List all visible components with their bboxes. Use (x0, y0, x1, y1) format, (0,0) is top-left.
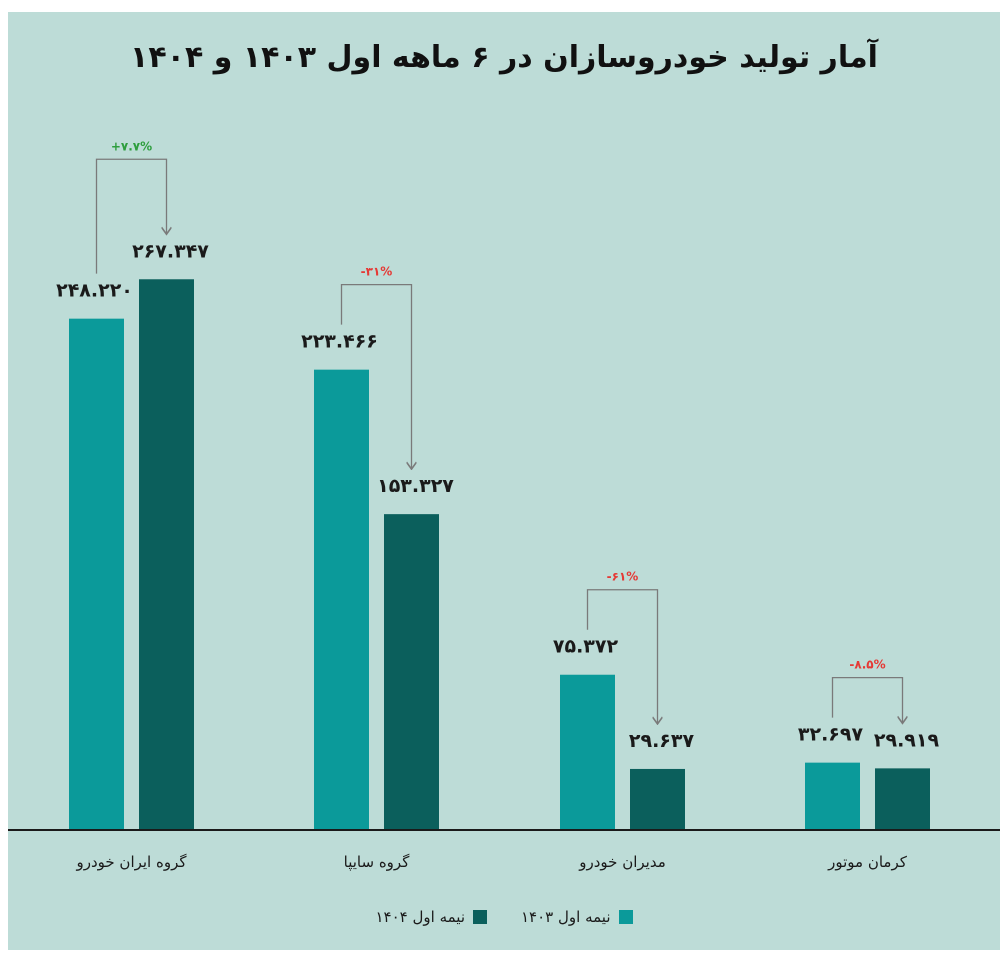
value-label-1403-2: ۷۵.۳۷۲ (553, 636, 619, 658)
value-label-1403-3: ۳۲.۶۹۷ (798, 724, 864, 746)
change-label-1: -۳۱% (361, 265, 393, 279)
bar-1404-1 (384, 514, 439, 830)
bar-chart: ۲۴۸.۲۲۰ ۲۶۷.۳۴۷ +۷.۷% گروه ایران خودرو ۲۲۳.۴… (8, 139, 1000, 872)
category-label-3: کرمان موتور (827, 853, 908, 871)
legend-swatch-1404 (473, 910, 487, 924)
change-arrow-1 (340, 284, 412, 469)
change-arrow-0 (95, 158, 167, 274)
bar-1403-3 (805, 762, 860, 830)
legend-label-1404: نیمه اول ۱۴۰۴ (375, 908, 466, 926)
category-label-1: گروه سایپا (344, 853, 411, 872)
value-label-1404-1: ۱۵۳.۳۲۷ (377, 475, 454, 497)
legend-swatch-1403 (618, 910, 633, 924)
change-label-3: -۸.۵% (849, 658, 885, 672)
value-label-1403-0: ۲۴۸.۲۲۰ (56, 280, 133, 302)
bar-1404-0 (139, 279, 194, 831)
bar-1403-2 (560, 674, 615, 830)
bar-1403-0 (69, 318, 124, 830)
chart-card: آمار تولید خودروسازان در ۶ ماهه اول ۱۴۰۳… (8, 12, 1000, 950)
legend-item-1404: نیمه اول ۱۴۰۴ (375, 908, 487, 926)
change-arrow-2 (586, 589, 658, 724)
value-label-1404-3: ۲۹.۹۱۹ (874, 729, 940, 751)
value-label-1403-1: ۲۲۳.۴۶۶ (301, 331, 378, 353)
chart-legend: نیمه اول ۱۴۰۳ نیمه اول ۱۴۰۴ (8, 908, 1000, 926)
chart-title: آمار تولید خودروسازان در ۶ ماهه اول ۱۴۰۳… (130, 40, 878, 75)
bar-1403-1 (314, 369, 369, 830)
category-label-2: مدیران خودرو (578, 853, 666, 871)
bar-1404-2 (630, 768, 685, 830)
change-arrow-3 (831, 676, 903, 724)
category-label-0: گروه ایران خودرو (75, 853, 187, 871)
bar-1404-3 (875, 768, 930, 830)
legend-item-1403: نیمه اول ۱۴۰۳ (521, 908, 633, 926)
change-label-0: +۷.۷% (111, 139, 152, 153)
value-label-1404-2: ۲۹.۶۳۷ (629, 730, 695, 752)
legend-label-1403: نیمه اول ۱۴۰۳ (521, 908, 611, 926)
value-label-1404-0: ۲۶۷.۳۴۷ (132, 240, 209, 262)
change-label-2: -۶۱% (607, 570, 639, 584)
